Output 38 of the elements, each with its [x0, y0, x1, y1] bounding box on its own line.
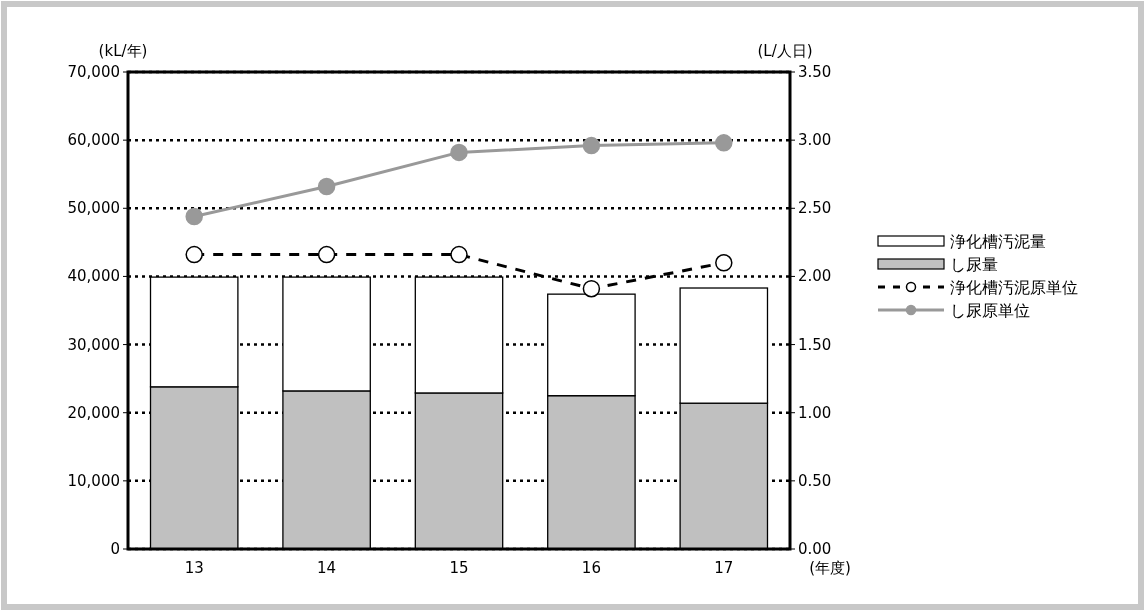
y-tick-label: 30,000 — [67, 335, 120, 354]
y-tick-label: 40,000 — [67, 267, 120, 286]
y-tick-label: 20,000 — [67, 403, 120, 422]
legend-label: し尿原単位 — [950, 301, 1030, 320]
point — [715, 254, 733, 272]
y2-axis-title: (L/人日) — [757, 42, 813, 60]
legend-label: 浄化槽汚泥原単位 — [950, 278, 1078, 297]
y-axis-title: (kL/年) — [98, 42, 148, 60]
point — [715, 134, 733, 152]
x-tick-label: 13 — [184, 559, 204, 577]
point — [317, 177, 336, 196]
y2-tick-label: 3.00 — [798, 131, 832, 150]
y2-tick-label: 2.00 — [798, 267, 832, 286]
point — [582, 136, 601, 155]
x-tick-label: 16 — [581, 559, 601, 577]
y-tick-label: 70,000 — [67, 63, 120, 81]
point — [185, 207, 203, 226]
point — [450, 143, 468, 162]
y2-tick-label: 2.50 — [798, 199, 832, 218]
y-tick-label: 10,000 — [67, 471, 120, 490]
point — [582, 279, 601, 298]
x-axis-title: (年度) — [809, 559, 851, 577]
point — [450, 245, 468, 264]
x-tick-label: 17 — [714, 559, 734, 577]
y-tick-label: 0 — [110, 540, 120, 558]
y2-tick-label: 0.00 — [798, 540, 832, 558]
point — [185, 245, 203, 264]
y2-tick-label: 1.50 — [798, 335, 832, 354]
y-tick-label: 60,000 — [67, 131, 120, 150]
legend-label: 浄化槽汚泥量 — [950, 232, 1046, 251]
point — [317, 245, 336, 264]
y2-tick-label: 3.50 — [798, 63, 832, 81]
x-tick-label: 15 — [449, 559, 469, 577]
y-tick-label: 50,000 — [67, 199, 120, 218]
y2-tick-label: 1.00 — [798, 403, 832, 422]
x-tick-label: 14 — [317, 559, 337, 577]
y2-tick-label: 0.50 — [798, 471, 832, 490]
legend-label: し尿量 — [950, 255, 998, 274]
